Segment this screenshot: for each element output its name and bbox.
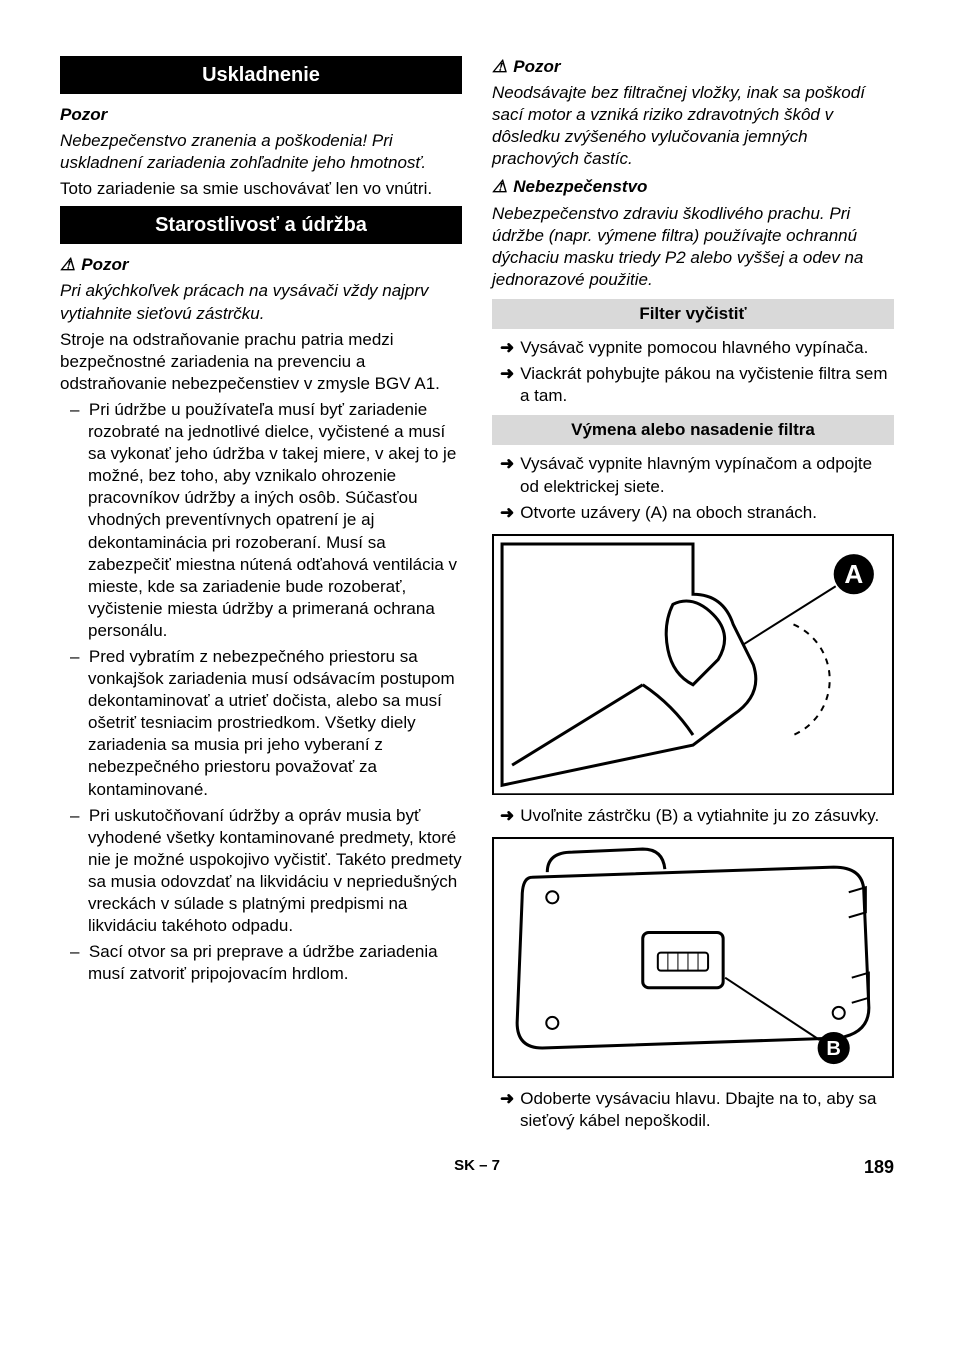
figure-plug-b: B — [492, 837, 894, 1078]
bullet-text: Pred vybratím z nebezpečného priestoru s… — [88, 647, 455, 799]
subheading-replace-filter: Výmena alebo nasadenie filtra — [492, 415, 894, 445]
bullet-item: – Pri údržbe u používateľa musí byť zari… — [60, 399, 462, 642]
heading-maintenance: Starostlivosť a údržba — [60, 206, 462, 244]
step-text: Uvoľnite zástrčku (B) a vytiahnite ju zo… — [520, 806, 879, 825]
subheading-clean-filter: Filter vyčistiť — [492, 299, 894, 329]
right-column: Pozor Neodsávajte bez filtračnej vložky,… — [492, 50, 894, 1136]
step-item: Otvorte uzávery (A) na oboch stranách. — [492, 502, 894, 524]
step-text: Vysávač vypnite hlavným vypínačom a odpo… — [520, 454, 872, 495]
figure-lock-a-svg: A — [492, 534, 894, 795]
caution-text-2: Pri akýchkoľvek prácach na vysávači vždy… — [60, 280, 462, 324]
left-column: Uskladnenie Pozor Nebezpečenstvo zraneni… — [60, 50, 462, 1136]
two-column-layout: Uskladnenie Pozor Nebezpečenstvo zraneni… — [60, 50, 894, 1136]
step-item: Odoberte vysávaciu hlavu. Dbajte na to, … — [492, 1088, 894, 1132]
bullet-text: Pri uskutočňovaní údržby a opráv musia b… — [88, 806, 462, 935]
footer-page-local: – 7 — [479, 1157, 500, 1174]
page-footer: SK – 7 189 — [60, 1156, 894, 1176]
bullet-text: Sací otvor sa pri preprave a údržbe zari… — [88, 942, 438, 983]
danger-label-text: Nebezpečenstvo — [513, 177, 647, 196]
caution-text: Nebezpečenstvo zranenia a poškodenia! Pr… — [60, 130, 462, 174]
step-item: Uvoľnite zástrčku (B) a vytiahnite ju zo… — [492, 805, 894, 827]
heading-storage: Uskladnenie — [60, 56, 462, 94]
caution-label-2-text: Pozor — [81, 255, 128, 274]
bullet-text: Pri údržbe u používateľa musí byť zariad… — [88, 400, 457, 640]
bullet-item: – Sací otvor sa pri preprave a údržbe za… — [60, 941, 462, 985]
step-item: Viackrát pohybujte pákou na vyčistenie f… — [492, 363, 894, 407]
caution-label: Pozor — [60, 104, 462, 126]
footer-page-number: 189 — [864, 1156, 894, 1179]
bullet-item: – Pri uskutočňovaní údržby a opráv musia… — [60, 805, 462, 938]
footer-lang: SK — [454, 1157, 475, 1174]
danger-text: Nebezpečenstvo zdraviu škodlivého prachu… — [492, 203, 894, 291]
storage-note: Toto zariadenie sa smie uschovávať len v… — [60, 178, 462, 200]
caution-text-r1: Neodsávajte bez filtračnej vložky, inak … — [492, 82, 894, 170]
step-text: Odoberte vysávaciu hlavu. Dbajte na to, … — [520, 1089, 877, 1130]
step-text: Otvorte uzávery (A) na oboch stranách. — [520, 503, 817, 522]
intro-paragraph: Stroje na odstraňovanie prachu patria me… — [60, 329, 462, 395]
caution-label-r1: Pozor — [492, 56, 894, 78]
step-item: Vysávač vypnite pomocou hlavného vypínač… — [492, 337, 894, 359]
figure-label-b: B — [826, 1038, 841, 1060]
footer-center: SK – 7 — [454, 1156, 500, 1176]
bullet-item: – Pred vybratím z nebezpečného priestoru… — [60, 646, 462, 801]
caution-label-2: Pozor — [60, 254, 462, 276]
figure-label-a: A — [844, 559, 863, 589]
caution-label-r1-text: Pozor — [513, 57, 560, 76]
figure-plug-b-svg: B — [492, 837, 894, 1078]
danger-label: Nebezpečenstvo — [492, 176, 894, 198]
step-text: Viackrát pohybujte pákou na vyčistenie f… — [520, 364, 888, 405]
figure-lock-a: A — [492, 534, 894, 795]
step-item: Vysávač vypnite hlavným vypínačom a odpo… — [492, 453, 894, 497]
step-text: Vysávač vypnite pomocou hlavného vypínač… — [520, 338, 868, 357]
